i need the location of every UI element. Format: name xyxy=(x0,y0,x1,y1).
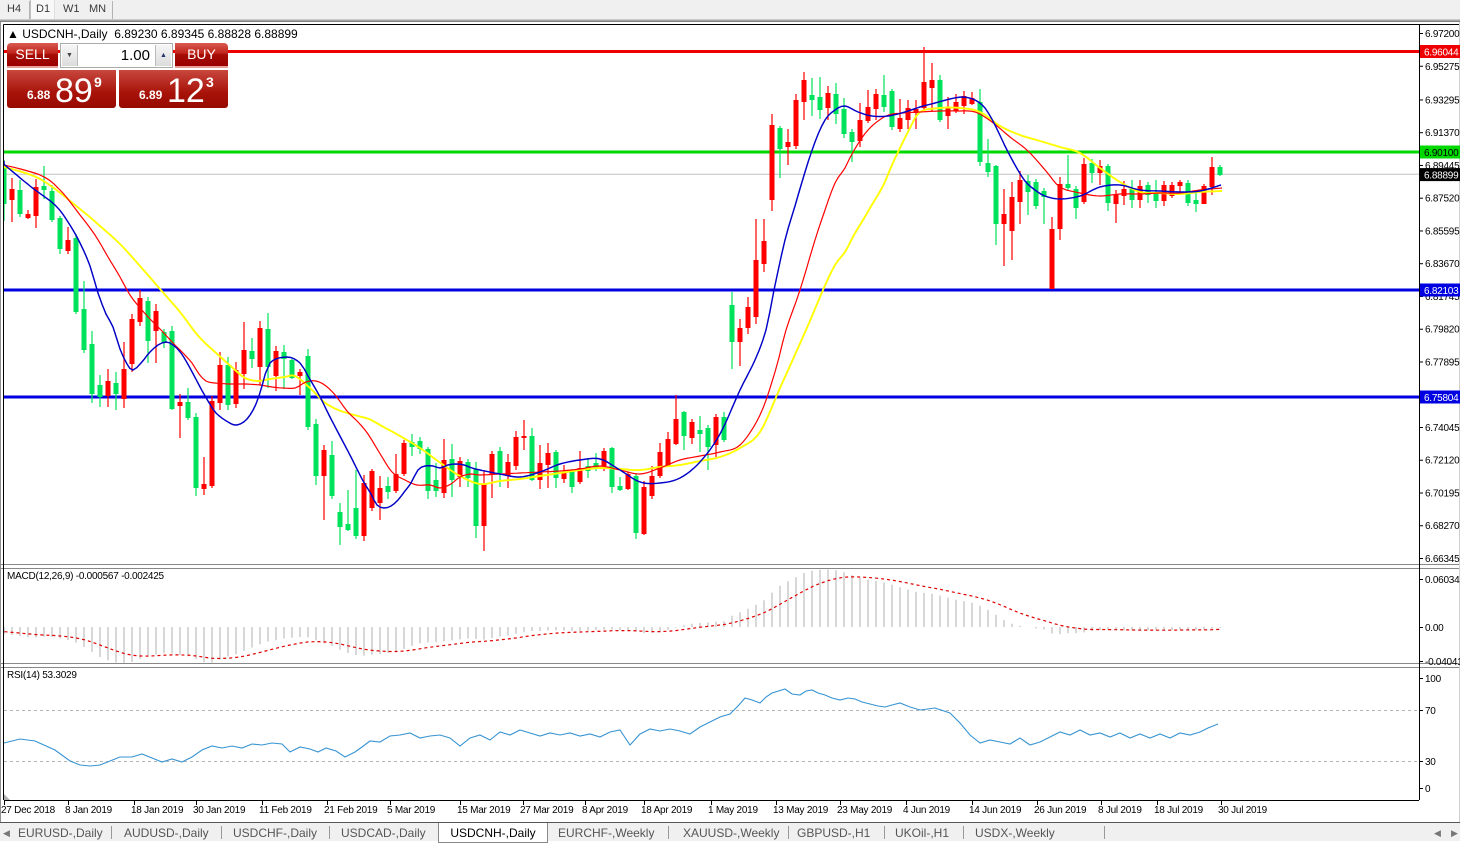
svg-text:0.060342: 0.060342 xyxy=(1425,575,1460,586)
svg-text:6.81745: 6.81745 xyxy=(1425,292,1460,303)
svg-text:4 Jun 2019: 4 Jun 2019 xyxy=(903,805,951,816)
svg-text:6.91370: 6.91370 xyxy=(1425,128,1460,139)
svg-text:30 Jan 2019: 30 Jan 2019 xyxy=(193,805,246,816)
svg-text:6.87520: 6.87520 xyxy=(1425,194,1460,205)
svg-text:6.68270: 6.68270 xyxy=(1425,521,1460,532)
svg-text:6.77895: 6.77895 xyxy=(1425,357,1460,368)
svg-text:11 Feb 2019: 11 Feb 2019 xyxy=(259,805,312,816)
svg-text:8 Jan 2019: 8 Jan 2019 xyxy=(65,805,113,816)
svg-text:27 Dec 2018: 27 Dec 2018 xyxy=(1,805,56,816)
svg-text:100: 100 xyxy=(1425,674,1442,685)
svg-text:6.96044: 6.96044 xyxy=(1424,48,1459,59)
svg-text:23 May 2019: 23 May 2019 xyxy=(837,805,893,816)
svg-text:6.93295: 6.93295 xyxy=(1425,95,1460,106)
svg-text:27 Mar 2019: 27 Mar 2019 xyxy=(520,805,574,816)
svg-text:0.00: 0.00 xyxy=(1425,623,1444,634)
svg-text:-0.040415: -0.040415 xyxy=(1425,657,1460,668)
svg-text:RSI(14) 53.3029: RSI(14) 53.3029 xyxy=(7,670,77,681)
svg-text:5 Mar 2019: 5 Mar 2019 xyxy=(387,805,436,816)
svg-text:8 Apr 2019: 8 Apr 2019 xyxy=(582,805,629,816)
svg-text:15 Mar 2019: 15 Mar 2019 xyxy=(457,805,511,816)
svg-text:6.74045: 6.74045 xyxy=(1425,423,1460,434)
svg-text:6.75804: 6.75804 xyxy=(1424,393,1459,404)
svg-text:6.66345: 6.66345 xyxy=(1425,554,1460,565)
svg-text:6.97200: 6.97200 xyxy=(1425,29,1460,40)
svg-text:6.82103: 6.82103 xyxy=(1424,286,1459,297)
svg-text:6.90100: 6.90100 xyxy=(1424,148,1459,159)
svg-text:13 May 2019: 13 May 2019 xyxy=(773,805,829,816)
svg-text:18 Jan 2019: 18 Jan 2019 xyxy=(131,805,184,816)
svg-text:6.85595: 6.85595 xyxy=(1425,226,1460,237)
svg-text:6.89445: 6.89445 xyxy=(1425,161,1460,172)
svg-text:6.88899: 6.88899 xyxy=(1424,171,1459,182)
svg-text:26 Jun 2019: 26 Jun 2019 xyxy=(1034,805,1087,816)
svg-text:18 Jul 2019: 18 Jul 2019 xyxy=(1154,805,1204,816)
svg-text:6.72120: 6.72120 xyxy=(1425,456,1460,467)
svg-text:MACD(12,26,9) -0.000567 -0.002: MACD(12,26,9) -0.000567 -0.002425 xyxy=(7,571,165,582)
svg-text:6.79820: 6.79820 xyxy=(1425,325,1460,336)
svg-text:18 Apr 2019: 18 Apr 2019 xyxy=(641,805,693,816)
svg-text:6.83670: 6.83670 xyxy=(1425,259,1460,270)
svg-text:6.70195: 6.70195 xyxy=(1425,488,1460,499)
svg-text:6.95275: 6.95275 xyxy=(1425,62,1460,73)
svg-text:8 Jul 2019: 8 Jul 2019 xyxy=(1098,805,1142,816)
svg-text:30: 30 xyxy=(1425,757,1436,768)
svg-text:70: 70 xyxy=(1425,706,1436,717)
svg-text:1 May 2019: 1 May 2019 xyxy=(708,805,758,816)
svg-text:14 Jun 2019: 14 Jun 2019 xyxy=(969,805,1022,816)
svg-text:30 Jul 2019: 30 Jul 2019 xyxy=(1218,805,1268,816)
svg-text:21 Feb 2019: 21 Feb 2019 xyxy=(324,805,378,816)
svg-text:0: 0 xyxy=(1425,784,1431,795)
